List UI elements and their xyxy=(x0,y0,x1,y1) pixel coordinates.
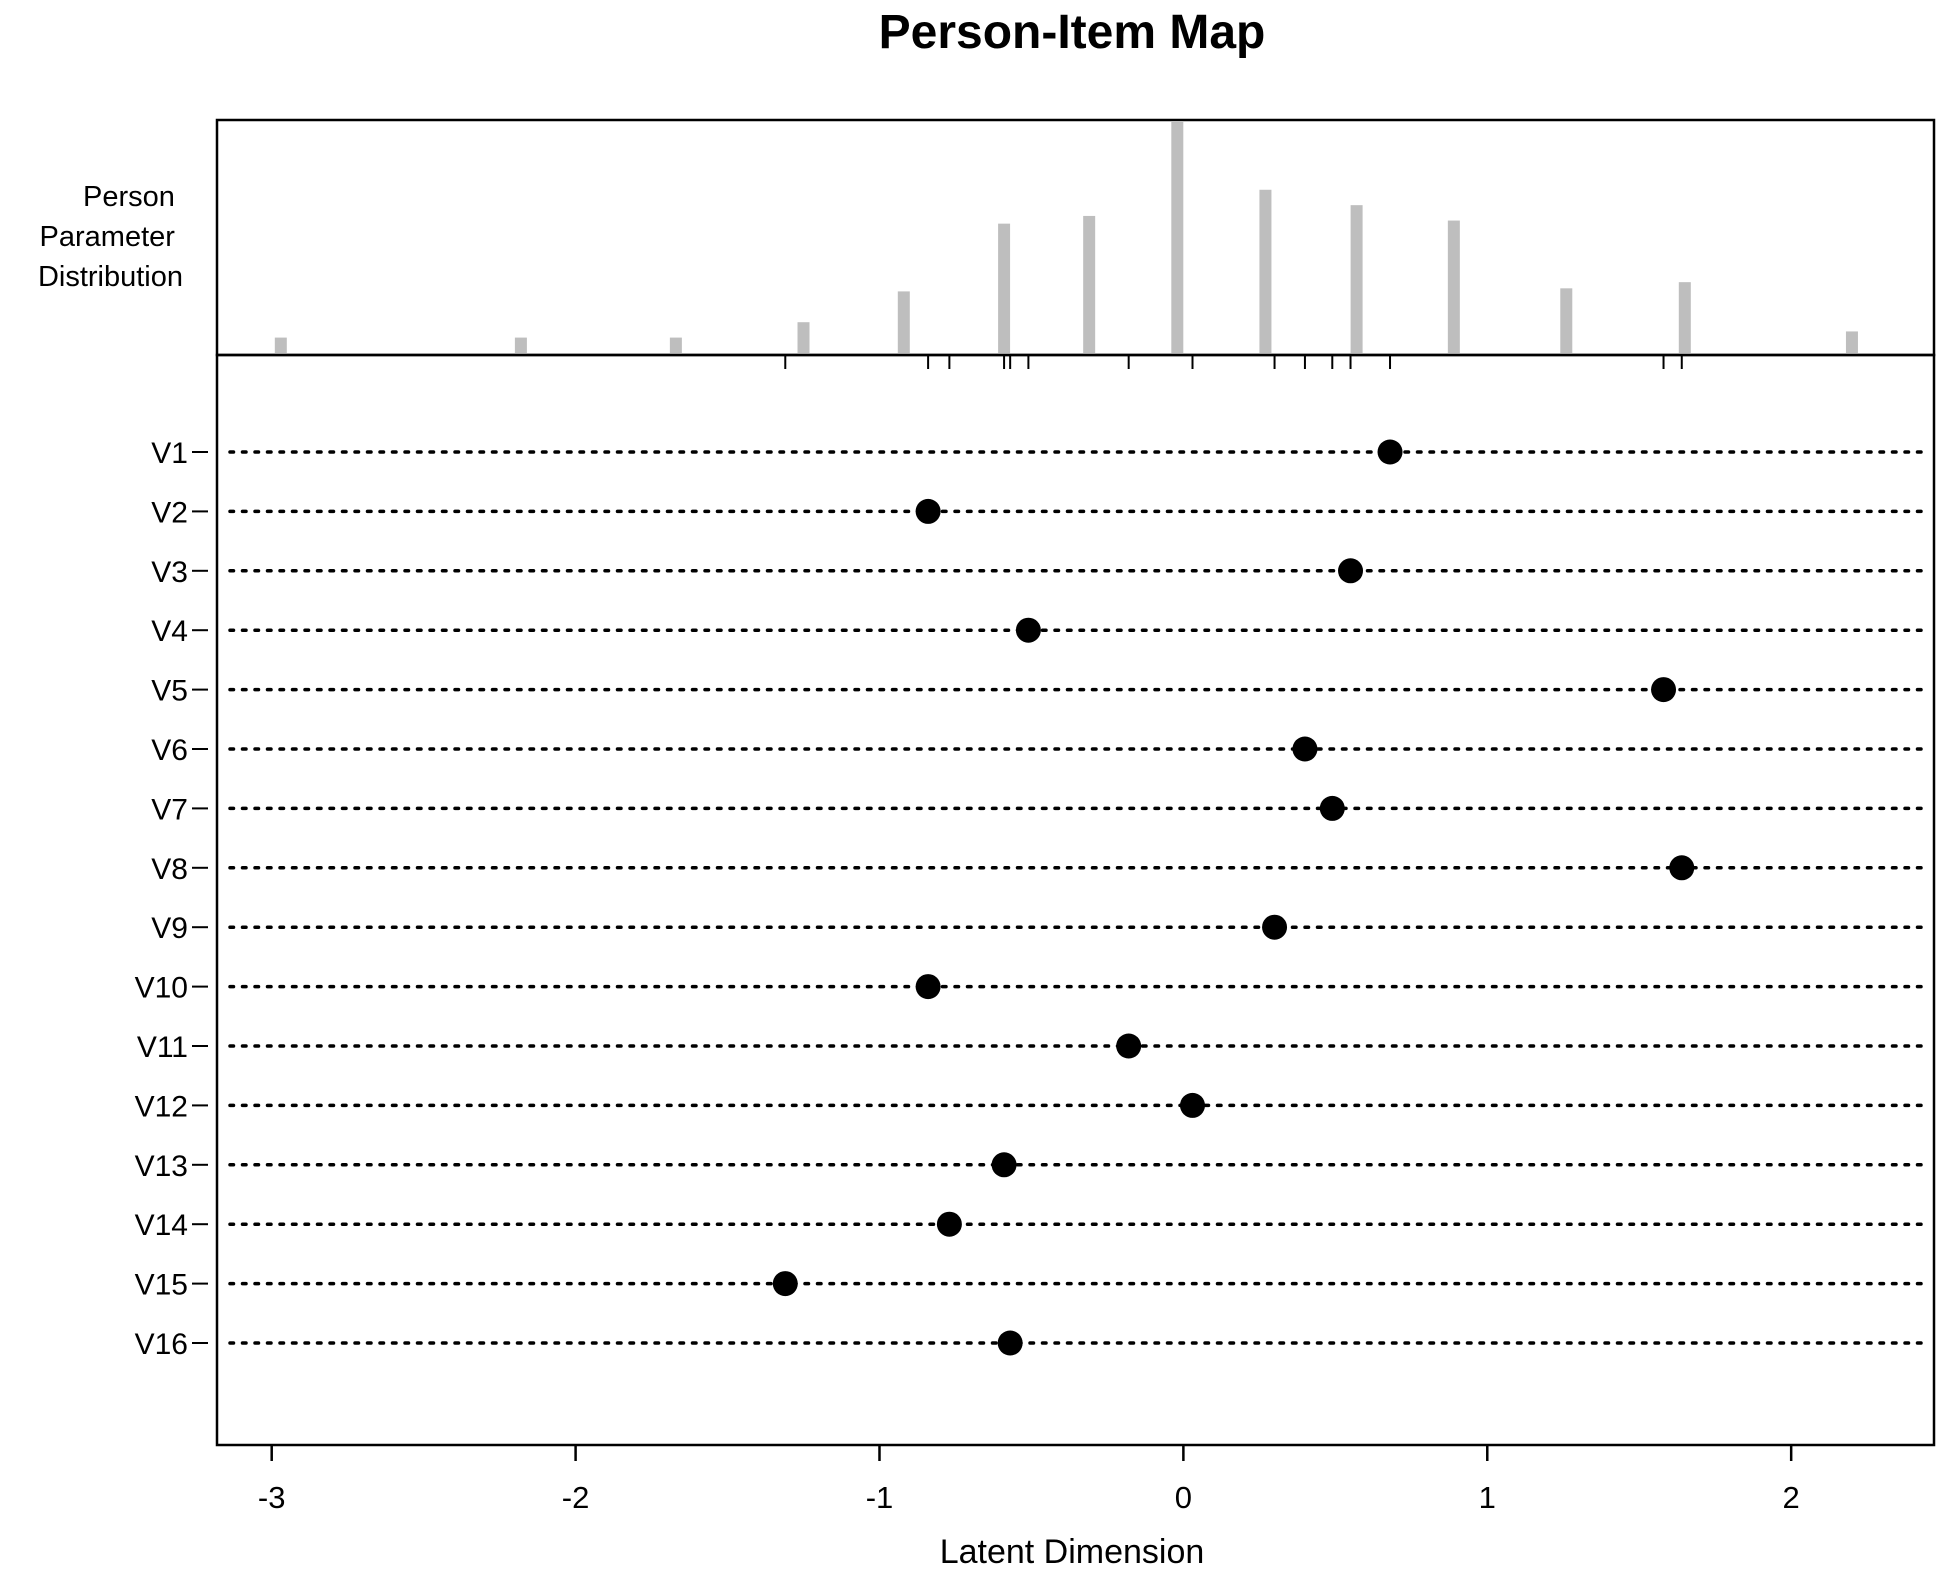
item-label-v9: V9 xyxy=(151,912,188,945)
item-point-v11 xyxy=(1116,1033,1142,1059)
distribution-bar-14 xyxy=(1845,331,1858,353)
item-point-v2 xyxy=(915,498,941,524)
item-label-v6: V6 xyxy=(151,734,188,767)
item-rows: V1 V2 V3 V4 V5 V6 V7 V8 V9 V10 V11 V12 V13 V14 V15 V16 xyxy=(135,437,1930,1361)
x-tick-label-1: -3 xyxy=(258,1480,286,1515)
distribution-bar-5 xyxy=(897,291,910,353)
item-label-v12: V12 xyxy=(135,1090,188,1123)
x-tick-label-2: -2 xyxy=(562,1480,590,1515)
item-point-v9 xyxy=(1262,914,1288,940)
distribution-bar-2 xyxy=(514,337,527,353)
item-point-v8 xyxy=(1669,855,1695,881)
item-label-v16: V16 xyxy=(135,1328,188,1361)
distribution-bar-9 xyxy=(1259,189,1272,353)
item-label-v14: V14 xyxy=(135,1209,188,1242)
item-label-v4: V4 xyxy=(151,615,188,648)
item-point-v12 xyxy=(1179,1092,1205,1118)
item-point-v3 xyxy=(1338,558,1364,584)
distribution-bar-13 xyxy=(1678,282,1691,353)
item-label-v3: V3 xyxy=(151,556,188,589)
item-point-v5 xyxy=(1651,677,1677,703)
item-label-v7: V7 xyxy=(151,793,188,826)
distribution-bar-7 xyxy=(1083,215,1096,353)
item-point-v15 xyxy=(772,1271,798,1297)
distribution-bar-4 xyxy=(797,322,810,353)
x-axis-label: Latent Dimension xyxy=(940,1533,1205,1571)
item-label-v2: V2 xyxy=(151,496,188,529)
item-label-v8: V8 xyxy=(151,853,188,886)
distribution-label-line-1: Person xyxy=(83,181,175,213)
distribution-bars xyxy=(274,122,1858,353)
x-tick-label-3: -1 xyxy=(866,1480,894,1515)
distribution-bar-1 xyxy=(274,337,287,353)
x-axis: -3 -2 -1 0 1 2 xyxy=(258,1445,1800,1515)
item-point-v16 xyxy=(997,1330,1023,1356)
item-point-v7 xyxy=(1319,795,1345,821)
distribution-label-line-2: Parameter xyxy=(40,221,176,253)
item-point-v6 xyxy=(1292,736,1318,762)
distribution-label-line-3: Distribution xyxy=(38,261,183,293)
distribution-panel xyxy=(215,118,1936,357)
distribution-bar-3 xyxy=(669,337,682,353)
item-label-v5: V5 xyxy=(151,675,188,708)
item-point-v13 xyxy=(991,1152,1017,1178)
distribution-bar-11 xyxy=(1447,220,1460,353)
distribution-label: Person Parameter Distribution xyxy=(38,181,183,293)
item-label-v15: V15 xyxy=(135,1269,188,1302)
item-label-v1: V1 xyxy=(151,437,188,470)
item-point-v14 xyxy=(936,1211,962,1237)
item-point-v10 xyxy=(915,974,941,1000)
x-tick-label-5: 1 xyxy=(1479,1480,1496,1515)
x-tick-label-6: 2 xyxy=(1783,1480,1800,1515)
item-point-v1 xyxy=(1377,439,1403,465)
distribution-bar-12 xyxy=(1560,288,1573,353)
item-panel xyxy=(215,353,1936,1447)
distribution-bar-6 xyxy=(998,223,1011,353)
distribution-bar-8 xyxy=(1171,122,1184,353)
item-label-v11: V11 xyxy=(137,1031,188,1064)
item-label-v10: V10 xyxy=(135,972,188,1005)
top-axis-ticks xyxy=(784,355,1683,369)
x-tick-label-4: 0 xyxy=(1175,1480,1192,1515)
item-label-v13: V13 xyxy=(135,1150,188,1183)
item-point-v4 xyxy=(1015,617,1041,643)
chart-title: Person-Item Map xyxy=(879,6,1266,59)
distribution-bar-10 xyxy=(1350,205,1363,353)
